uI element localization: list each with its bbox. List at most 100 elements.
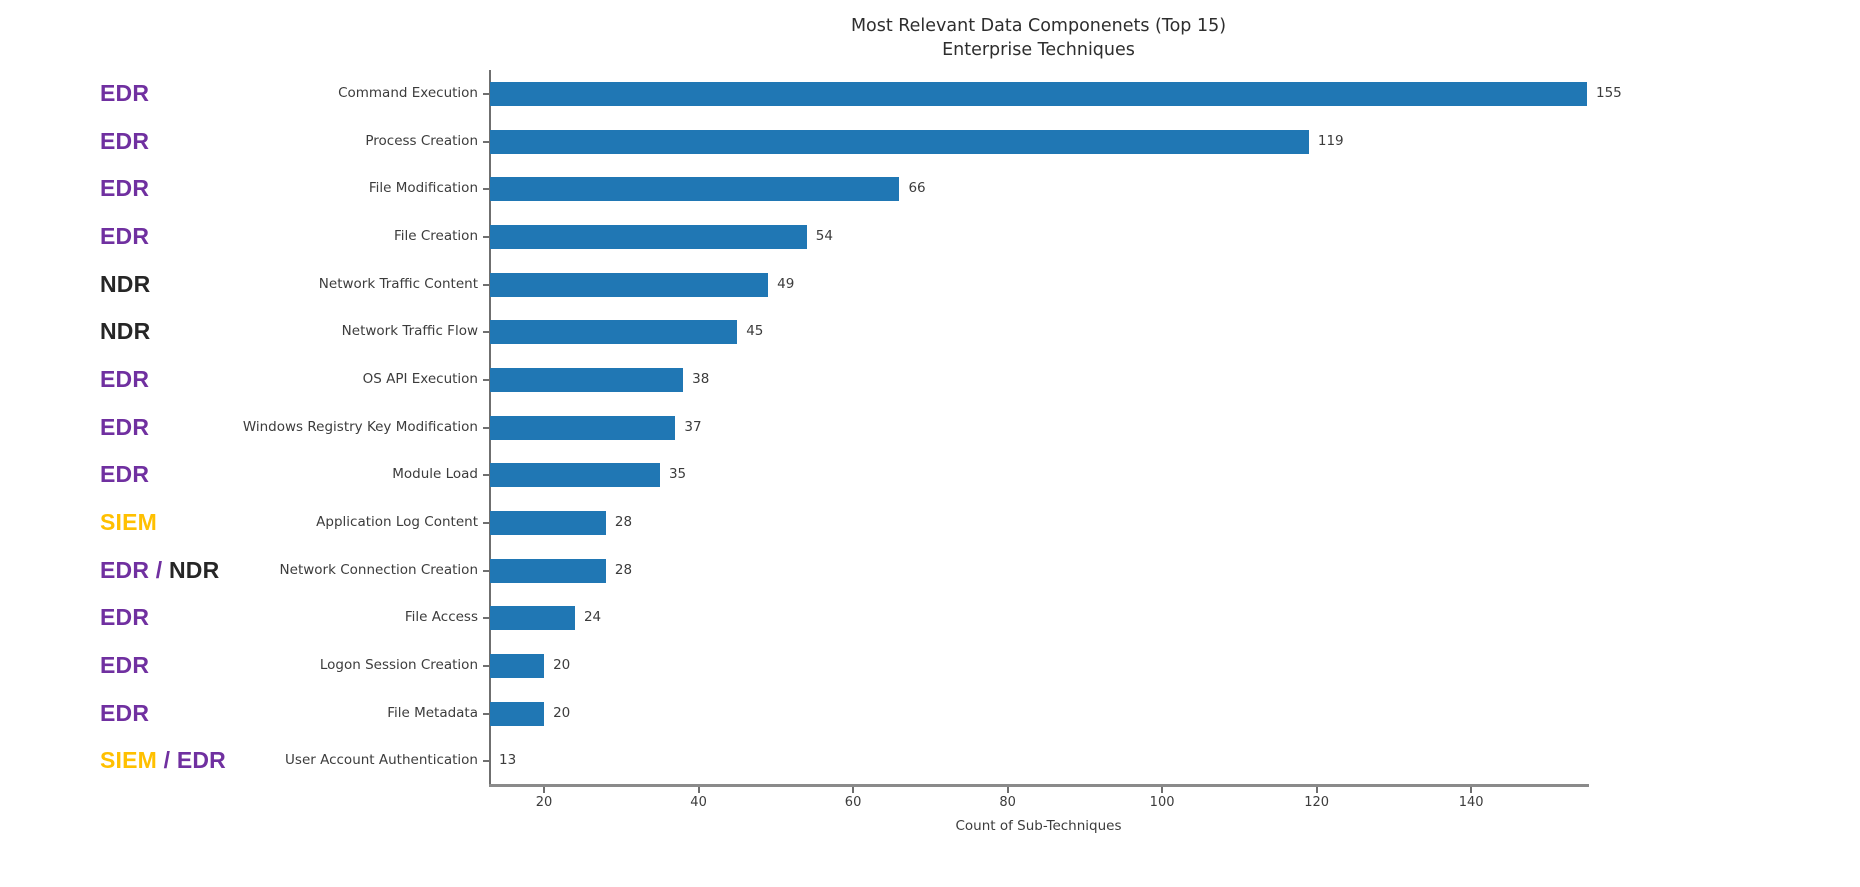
- bar: [490, 177, 900, 202]
- chart-title: Most Relevant Data Componenets (Top 15) …: [490, 14, 1587, 62]
- tag-edr: EDR: [100, 175, 150, 202]
- x-tick-label: 120: [1304, 795, 1330, 810]
- chart-title-line2: Enterprise Techniques: [942, 40, 1135, 60]
- x-tick-label: 60: [844, 795, 862, 810]
- y-tick-mark: [483, 760, 489, 763]
- bar: [490, 224, 807, 249]
- tag-separator: /: [149, 556, 169, 583]
- x-axis-title: Count of Sub-Techniques: [955, 818, 1122, 834]
- category-label: Module Load: [392, 466, 478, 483]
- y-tick-mark: [483, 712, 489, 715]
- x-tick-mark: [543, 787, 546, 793]
- x-tick-mark: [852, 787, 855, 793]
- source-tag: EDR: [100, 175, 149, 202]
- bar-value-label: 45: [746, 323, 764, 340]
- bar-value-label: 20: [553, 656, 571, 673]
- source-tag: EDR: [100, 80, 149, 107]
- tag-ndr: NDR: [100, 270, 151, 297]
- x-tick-mark: [697, 787, 700, 793]
- y-tick-mark: [483, 140, 489, 143]
- category-label: Windows Registry Key Modification: [242, 418, 478, 435]
- bar-value-label: 24: [583, 609, 602, 626]
- source-tag: NDR: [100, 271, 150, 298]
- tag-edr: EDR: [100, 222, 150, 249]
- source-tag: NDR: [100, 318, 150, 345]
- source-tag: SIEM / EDR: [100, 747, 226, 774]
- source-tag: EDR: [100, 128, 149, 155]
- source-tag: EDR: [100, 461, 149, 488]
- y-tick-mark: [483, 92, 489, 95]
- source-tag: EDR: [100, 366, 149, 393]
- bar: [490, 463, 660, 488]
- x-tick-mark: [1161, 787, 1164, 793]
- y-tick-mark: [483, 426, 489, 429]
- x-axis-spine: [489, 784, 1589, 787]
- bar: [490, 272, 769, 297]
- bar: [490, 129, 1309, 154]
- tag-edr: EDR: [100, 699, 150, 726]
- x-tick-label: 20: [535, 795, 553, 810]
- category-label: OS API Execution: [362, 370, 478, 387]
- bar-value-label: 119: [1317, 132, 1344, 149]
- bar-value-label: 49: [777, 275, 795, 292]
- tag-edr: EDR: [100, 79, 150, 106]
- bar: [490, 653, 545, 678]
- bar: [490, 606, 575, 631]
- category-label: Logon Session Creation: [319, 656, 478, 673]
- x-tick-mark: [1006, 787, 1009, 793]
- category-label: Process Creation: [365, 132, 478, 149]
- source-tag: EDR: [100, 604, 149, 631]
- tag-separator: /: [157, 747, 177, 774]
- bar-value-label: 38: [692, 370, 710, 387]
- tag-edr: EDR: [100, 651, 150, 678]
- category-label: File Creation: [394, 227, 478, 244]
- bar-value-label: 28: [614, 561, 633, 578]
- x-tick-label: 80: [999, 795, 1016, 810]
- y-tick-mark: [483, 569, 489, 572]
- x-tick-label: 100: [1149, 795, 1175, 810]
- tag-edr: EDR: [100, 413, 150, 440]
- category-label: Network Traffic Content: [318, 275, 478, 292]
- x-tick-mark: [1315, 787, 1318, 793]
- y-tick-mark: [483, 474, 489, 477]
- y-tick-mark: [483, 331, 489, 334]
- category-label: File Access: [404, 609, 478, 626]
- tag-ndr: NDR: [168, 556, 220, 583]
- category-label: User Account Authentication: [285, 752, 478, 769]
- y-tick-mark: [483, 283, 489, 286]
- chart-title-line1: Most Relevant Data Componenets (Top 15): [850, 16, 1227, 36]
- bar-value-label: 37: [684, 418, 702, 435]
- bar-value-label: 13: [499, 752, 517, 769]
- source-tag: EDR: [100, 652, 149, 679]
- bar: [490, 367, 684, 392]
- category-label: Application Log Content: [316, 513, 478, 530]
- y-tick-mark: [483, 664, 489, 667]
- y-tick-mark: [483, 378, 489, 381]
- source-tag: EDR: [100, 414, 149, 441]
- bar: [490, 510, 606, 535]
- tag-siem: SIEM: [100, 747, 158, 774]
- bar-value-label: 20: [553, 704, 571, 721]
- bar-value-label: 54: [815, 227, 833, 244]
- bar-value-label: 66: [908, 180, 926, 197]
- tag-edr: EDR: [100, 556, 150, 583]
- tag-edr: EDR: [100, 461, 150, 488]
- source-tag: EDR: [100, 700, 149, 727]
- bar: [490, 81, 1587, 106]
- x-tick-mark: [1470, 787, 1473, 793]
- bar-value-label: 35: [668, 466, 687, 483]
- tag-siem: SIEM: [100, 508, 158, 535]
- category-label: Command Execution: [338, 84, 478, 101]
- source-tag: SIEM: [100, 509, 157, 536]
- bar: [490, 701, 545, 726]
- y-tick-mark: [483, 235, 489, 238]
- tag-ndr: NDR: [100, 318, 151, 345]
- tag-edr: EDR: [100, 604, 150, 631]
- source-tag: EDR: [100, 223, 149, 250]
- category-label: Network Connection Creation: [279, 561, 478, 578]
- category-label: File Metadata: [387, 704, 478, 721]
- x-tick-label: 140: [1458, 795, 1484, 810]
- y-tick-mark: [483, 188, 489, 191]
- bar: [490, 558, 606, 583]
